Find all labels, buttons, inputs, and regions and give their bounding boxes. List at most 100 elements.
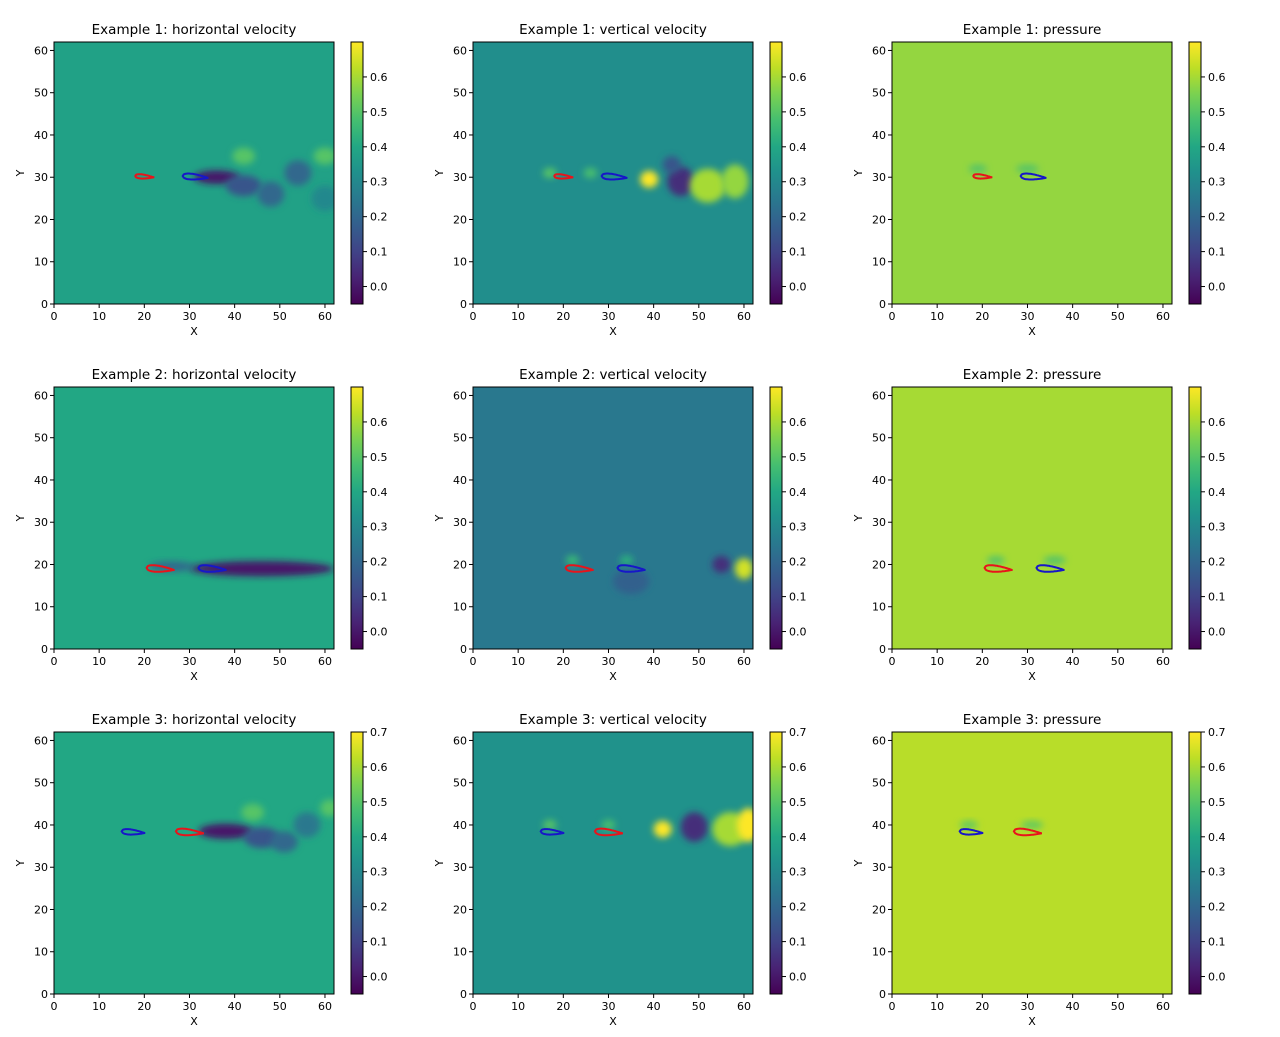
heatmap-field xyxy=(892,387,1172,649)
x-tick-label: 30 xyxy=(1020,1000,1034,1013)
y-tick-label: 30 xyxy=(453,171,467,184)
colorbar xyxy=(350,386,364,650)
x-axis-label: X xyxy=(190,670,198,683)
colorbar-tick-label: 0.2 xyxy=(789,556,807,569)
y-tick-label: 0 xyxy=(460,988,467,1001)
x-tick-label: 20 xyxy=(556,1000,570,1013)
y-tick-label: 20 xyxy=(34,558,48,571)
y-tick-label: 50 xyxy=(453,87,467,100)
axes-frame xyxy=(472,386,754,650)
airfoil-blue xyxy=(1019,172,1047,181)
x-tick-label: 40 xyxy=(1066,1000,1080,1013)
axes-frame xyxy=(891,731,1173,995)
subplot-title: Example 3: vertical velocity xyxy=(519,712,707,728)
field-feature xyxy=(565,555,580,566)
colorbar-tick-label: 0.6 xyxy=(789,761,807,774)
field-feature xyxy=(293,812,321,838)
colorbar xyxy=(769,731,783,995)
x-tick-label: 0 xyxy=(470,310,477,323)
colorbar-tick-label: 0.3 xyxy=(789,866,807,879)
colorbar-tick-label: 0.5 xyxy=(789,796,807,809)
y-tick-label: 50 xyxy=(872,432,886,445)
field-feature xyxy=(543,167,557,179)
colorbar-tick-label: 0.4 xyxy=(370,486,388,499)
x-tick-label: 10 xyxy=(511,310,525,323)
field-feature xyxy=(243,827,280,849)
y-tick-label: 40 xyxy=(453,819,467,832)
x-tick-label: 20 xyxy=(137,1000,151,1013)
y-axis-label: Y xyxy=(852,514,865,522)
y-tick-label: 0 xyxy=(879,988,886,1001)
subplot-title: Example 2: vertical velocity xyxy=(519,367,707,383)
colorbar-tick-label: 0.1 xyxy=(370,246,388,259)
y-tick-label: 20 xyxy=(453,903,467,916)
y-tick-label: 20 xyxy=(453,213,467,226)
y-tick-label: 50 xyxy=(453,777,467,790)
subplot-title: Example 3: pressure xyxy=(963,712,1102,728)
field-feature xyxy=(721,164,749,199)
x-tick-label: 30 xyxy=(601,310,615,323)
colorbar-tick-label: 0.6 xyxy=(789,416,807,429)
x-tick-label: 60 xyxy=(318,310,332,323)
x-tick-label: 30 xyxy=(182,655,196,668)
field-feature xyxy=(189,561,334,577)
x-tick-label: 10 xyxy=(511,1000,525,1013)
colorbar-tick-label: 0.4 xyxy=(370,831,388,844)
x-tick-label: 60 xyxy=(318,1000,332,1013)
axes-frame xyxy=(472,41,754,305)
y-axis-label: Y xyxy=(852,169,865,177)
subplot-title: Example 1: pressure xyxy=(963,22,1102,38)
field-feature xyxy=(1016,164,1039,174)
x-tick-label: 0 xyxy=(51,1000,58,1013)
y-tick-label: 60 xyxy=(872,44,886,57)
x-tick-label: 10 xyxy=(92,655,106,668)
y-tick-label: 10 xyxy=(453,601,467,614)
x-tick-label: 40 xyxy=(647,310,661,323)
y-tick-label: 40 xyxy=(34,474,48,487)
colorbar xyxy=(1188,386,1202,650)
field-feature xyxy=(320,799,334,817)
y-tick-label: 50 xyxy=(34,777,48,790)
colorbar-tick-label: 0.5 xyxy=(370,796,388,809)
x-tick-label: 20 xyxy=(975,1000,989,1013)
y-axis-label: Y xyxy=(433,514,446,522)
colorbar-tick-label: 0.4 xyxy=(789,141,807,154)
y-tick-label: 20 xyxy=(872,213,886,226)
x-tick-label: 0 xyxy=(889,310,896,323)
colorbar-tick-label: 0.6 xyxy=(370,761,388,774)
x-tick-label: 50 xyxy=(273,310,287,323)
y-tick-label: 10 xyxy=(872,601,886,614)
airfoil-red xyxy=(1012,827,1042,837)
y-tick-label: 0 xyxy=(41,298,48,311)
colorbar-tick-label: 0.1 xyxy=(789,591,807,604)
y-axis-label: Y xyxy=(14,514,27,522)
x-tick-label: 60 xyxy=(737,310,751,323)
x-tick-label: 0 xyxy=(51,310,58,323)
x-tick-label: 30 xyxy=(182,1000,196,1013)
colorbar-tick-label: 0.4 xyxy=(1208,486,1226,499)
axes-frame xyxy=(53,386,335,650)
field-feature xyxy=(601,819,616,831)
field-feature xyxy=(543,819,557,831)
x-tick-label: 10 xyxy=(930,655,944,668)
field-feature xyxy=(1020,820,1044,830)
x-tick-label: 50 xyxy=(1111,1000,1125,1013)
x-tick-label: 10 xyxy=(511,655,525,668)
colorbar-tick-label: 0.0 xyxy=(1208,971,1226,984)
airfoil-red xyxy=(174,827,204,837)
subplot-3: 0 10 20 30 40 50 60 0 10 20 30 40 50 60 Example 1: pre… xyxy=(852,22,1226,338)
y-axis-label: Y xyxy=(14,859,27,867)
airfoil-blue xyxy=(958,828,984,836)
airfoil-red xyxy=(972,173,993,180)
colorbar-tick-label: 0.2 xyxy=(1208,556,1226,569)
field-feature xyxy=(619,555,634,566)
x-tick-label: 30 xyxy=(601,655,615,668)
field-feature xyxy=(284,160,312,186)
subplot-title: Example 1: horizontal velocity xyxy=(92,22,297,38)
x-tick-label: 40 xyxy=(1066,310,1080,323)
y-tick-label: 50 xyxy=(34,87,48,100)
field-feature xyxy=(680,812,708,842)
y-tick-label: 50 xyxy=(872,777,886,790)
colorbar-tick-label: 0.3 xyxy=(1208,521,1226,534)
